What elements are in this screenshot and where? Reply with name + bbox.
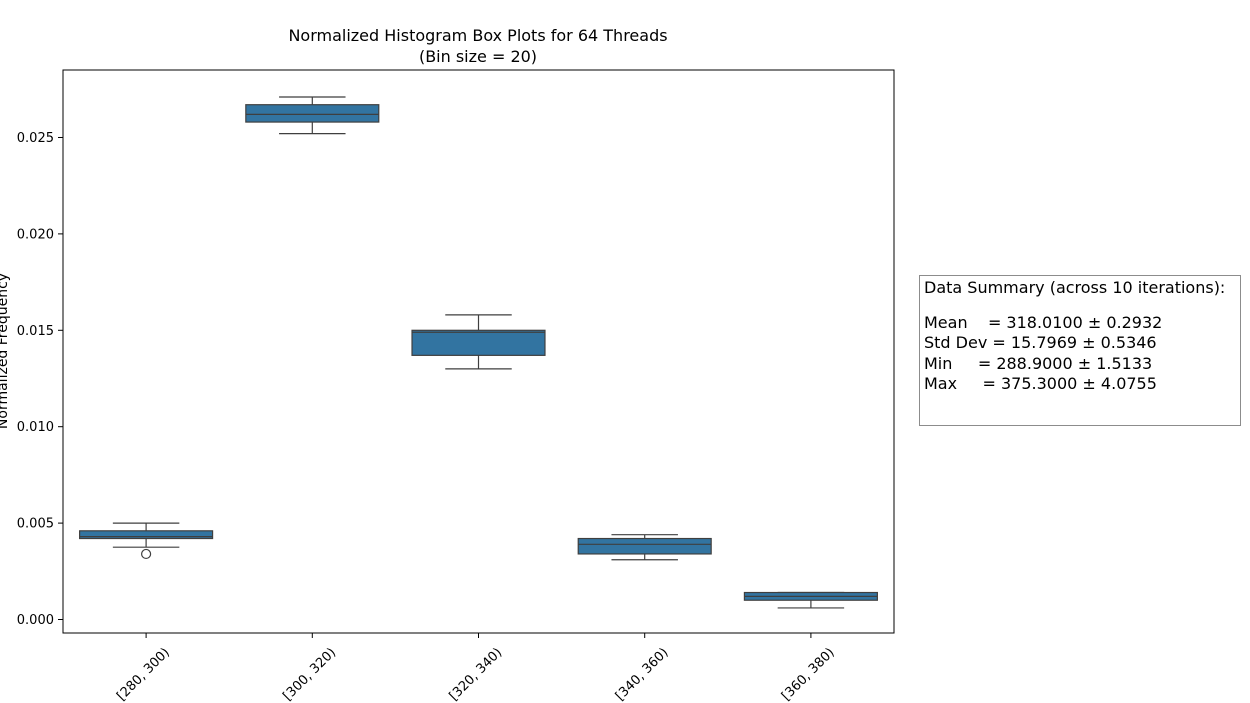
box-0 bbox=[79, 530, 214, 540]
y-tick-label: 0.015 bbox=[17, 324, 54, 339]
y-tick-label: 0.010 bbox=[17, 420, 54, 435]
y-axis-label: Normalized Frequency bbox=[0, 273, 11, 429]
box-1 bbox=[245, 104, 380, 123]
chart-title: Normalized Histogram Box Plots for 64 Th… bbox=[288, 26, 667, 45]
summary-min: Min = 288.9000 ± 1.5133 bbox=[924, 353, 1153, 373]
summary-mean: Mean = 318.0100 ± 0.2932 bbox=[924, 312, 1163, 332]
x-tick-label: [360, 380) bbox=[779, 645, 838, 703]
data-summary-box: Data Summary (across 10 iterations): Mea… bbox=[919, 275, 1241, 426]
plot-area: [280, 300) [300, 320) [320, 340) [340, 360)… bbox=[17, 69, 895, 703]
y-tick-label: 0.020 bbox=[17, 227, 54, 242]
y-tick-label: 0.025 bbox=[17, 131, 54, 146]
y-tick-label: 0.005 bbox=[17, 517, 54, 532]
y-tick-label: 0.000 bbox=[17, 613, 54, 628]
x-tick-label: [300, 320) bbox=[280, 645, 339, 703]
box-2 bbox=[411, 329, 546, 356]
x-tick-label: [340, 360) bbox=[613, 645, 672, 703]
box-3 bbox=[577, 537, 712, 555]
summary-std-dev: Std Dev = 15.7969 ± 0.5346 bbox=[924, 333, 1157, 352]
chart-subtitle: (Bin size = 20) bbox=[419, 47, 537, 66]
plot-frame bbox=[62, 69, 895, 634]
summary-max: Max = 375.3000 ± 4.0755 bbox=[924, 374, 1157, 393]
x-tick-label: [320, 340) bbox=[447, 645, 506, 703]
summary-heading: Data Summary (across 10 iterations): bbox=[924, 278, 1226, 297]
x-tick-label: [280, 300) bbox=[114, 645, 173, 703]
outlier-point bbox=[141, 548, 152, 560]
